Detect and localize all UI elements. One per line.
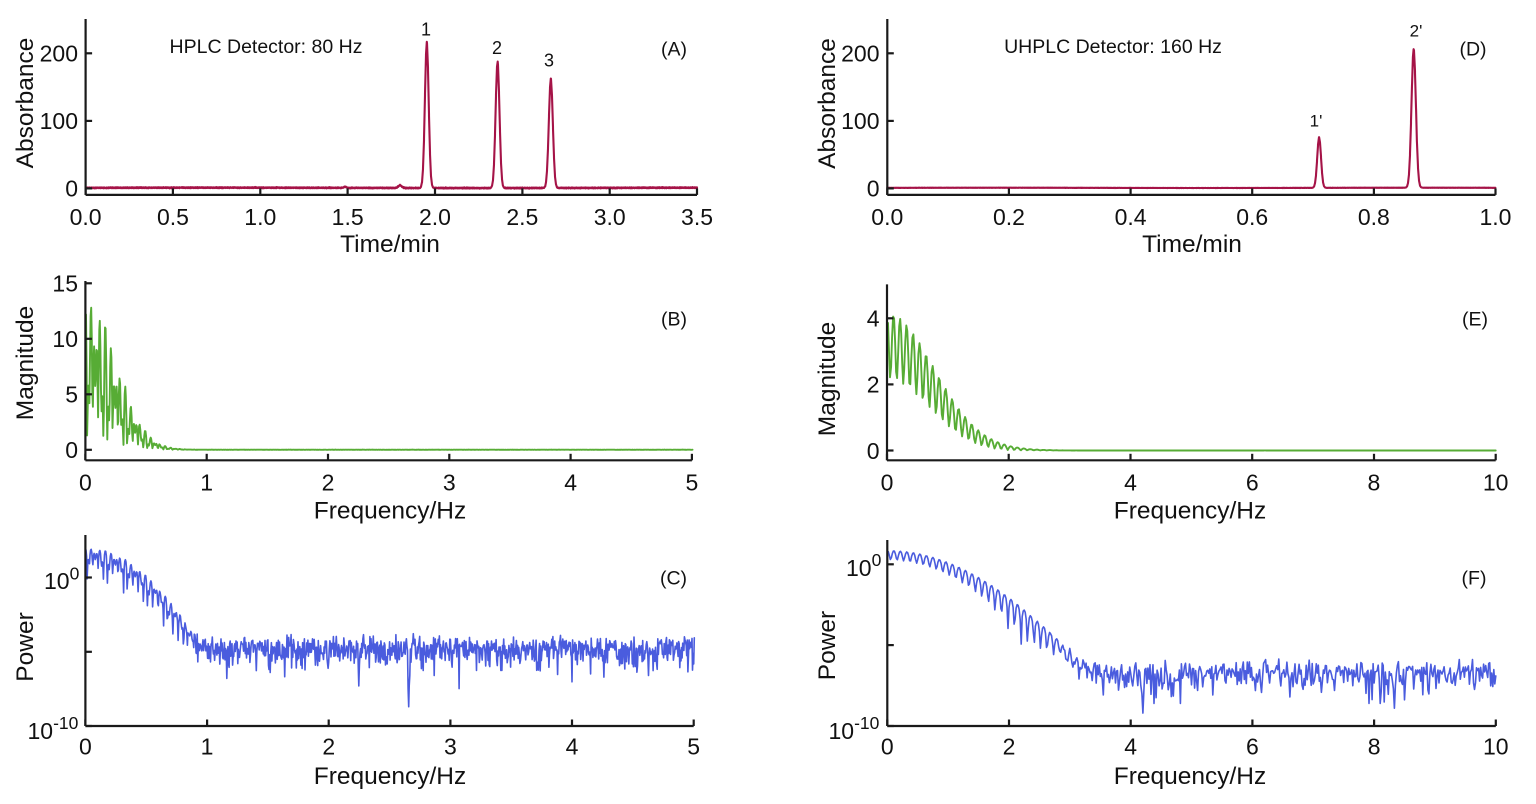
svg-text:UHPLC Detector: 160 Hz: UHPLC Detector: 160 Hz <box>1004 36 1222 58</box>
svg-text:4: 4 <box>1124 470 1137 496</box>
svg-text:4: 4 <box>1124 734 1137 760</box>
svg-text:Frequency/Hz: Frequency/Hz <box>1114 763 1267 790</box>
svg-text:200: 200 <box>841 41 879 67</box>
svg-text:5: 5 <box>65 382 78 408</box>
svg-text:2: 2 <box>492 38 502 58</box>
svg-text:8: 8 <box>1368 734 1381 760</box>
svg-text:5: 5 <box>687 734 700 760</box>
svg-text:0: 0 <box>79 734 92 760</box>
svg-text:2.0: 2.0 <box>419 204 451 230</box>
svg-text:3: 3 <box>444 734 457 760</box>
svg-text:10: 10 <box>1483 470 1509 496</box>
svg-text:3.5: 3.5 <box>681 204 713 230</box>
svg-text:(D): (D) <box>1459 39 1486 61</box>
svg-text:Power: Power <box>12 612 39 681</box>
svg-text:0: 0 <box>867 176 880 202</box>
svg-text:Frequency/Hz: Frequency/Hz <box>314 497 467 524</box>
svg-text:0.5: 0.5 <box>157 204 189 230</box>
svg-text:1.0: 1.0 <box>244 204 276 230</box>
svg-text:1: 1 <box>421 20 431 40</box>
svg-text:0.2: 0.2 <box>993 204 1025 230</box>
svg-text:HPLC Detector: 80 Hz: HPLC Detector: 80 Hz <box>170 36 363 58</box>
svg-text:Frequency/Hz: Frequency/Hz <box>314 763 467 790</box>
svg-text:(B): (B) <box>661 309 687 331</box>
svg-text:0: 0 <box>867 438 880 464</box>
svg-text:0.6: 0.6 <box>1236 204 1268 230</box>
svg-text:8: 8 <box>1368 470 1381 496</box>
svg-text:Magnitude: Magnitude <box>814 322 841 436</box>
svg-text:Time/min: Time/min <box>340 231 440 258</box>
svg-text:6: 6 <box>1246 470 1259 496</box>
svg-text:Frequency/Hz: Frequency/Hz <box>1114 497 1267 524</box>
svg-text:2: 2 <box>322 734 335 760</box>
svg-text:3: 3 <box>443 470 456 496</box>
svg-text:4: 4 <box>564 470 577 496</box>
svg-text:2: 2 <box>322 470 335 496</box>
svg-text:15: 15 <box>52 271 78 297</box>
svg-text:Power: Power <box>814 611 841 680</box>
svg-text:10: 10 <box>52 326 78 352</box>
svg-text:Absorbance: Absorbance <box>12 38 39 169</box>
svg-text:0: 0 <box>65 437 78 463</box>
svg-text:2.5: 2.5 <box>506 204 538 230</box>
svg-text:1': 1' <box>1310 112 1323 131</box>
svg-text:100: 100 <box>40 108 78 134</box>
svg-text:0: 0 <box>79 470 92 496</box>
svg-text:4: 4 <box>566 734 579 760</box>
svg-text:2: 2 <box>867 372 880 398</box>
svg-text:(E): (E) <box>1462 309 1488 331</box>
svg-text:100: 100 <box>841 108 879 134</box>
svg-text:10: 10 <box>1483 734 1509 760</box>
svg-text:2: 2 <box>1002 470 1015 496</box>
svg-text:0: 0 <box>65 176 78 202</box>
svg-text:Time/min: Time/min <box>1142 231 1242 258</box>
svg-text:0: 0 <box>881 470 894 496</box>
svg-text:Magnitude: Magnitude <box>12 306 39 420</box>
svg-text:2: 2 <box>1003 734 1016 760</box>
svg-text:6: 6 <box>1246 734 1259 760</box>
svg-text:0.0: 0.0 <box>70 204 102 230</box>
svg-text:2': 2' <box>1410 22 1423 41</box>
svg-text:(F): (F) <box>1462 568 1487 590</box>
svg-text:Absorbance: Absorbance <box>814 38 841 169</box>
svg-text:0: 0 <box>881 734 894 760</box>
svg-text:(A): (A) <box>661 39 687 61</box>
svg-text:1.5: 1.5 <box>332 204 364 230</box>
svg-text:0.0: 0.0 <box>871 204 903 230</box>
svg-text:(C): (C) <box>660 568 687 590</box>
svg-text:5: 5 <box>686 470 699 496</box>
svg-text:3.0: 3.0 <box>594 204 626 230</box>
svg-text:3: 3 <box>544 51 554 71</box>
svg-text:200: 200 <box>40 41 78 67</box>
svg-text:1.0: 1.0 <box>1480 204 1512 230</box>
svg-text:4: 4 <box>867 306 880 332</box>
svg-text:0.4: 0.4 <box>1115 204 1147 230</box>
svg-text:1: 1 <box>201 734 214 760</box>
svg-text:1: 1 <box>200 470 213 496</box>
svg-text:0.8: 0.8 <box>1358 204 1390 230</box>
